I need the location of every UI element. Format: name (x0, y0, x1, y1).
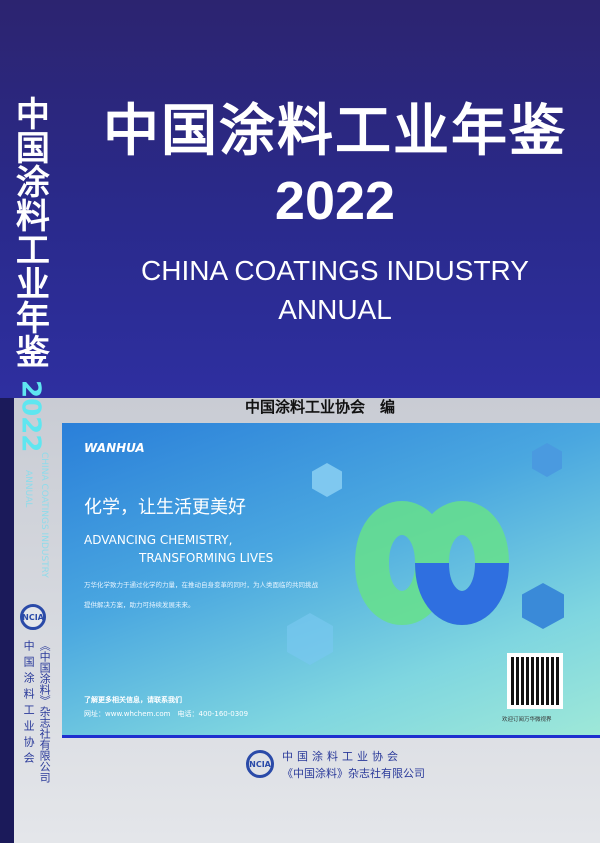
shield-hexagon-icon (522, 583, 564, 629)
cover-title: 中国涂料工业年鉴 (103, 99, 567, 164)
spine-org-1: 中国涂料工业协会 (22, 640, 36, 768)
hexagon-icon (532, 443, 562, 477)
publisher-ncia-logo: NCIA (246, 750, 274, 778)
spine-title: 中国涂料工业年鉴 (9, 96, 50, 368)
spine-org-2: 《中国涂料》杂志社有限公司 (38, 640, 52, 783)
qr-code[interactable] (507, 653, 563, 709)
ad-contact: 了解更多相关信息，请联系我们网址：www.whchem.com 电话：400-1… (84, 693, 248, 721)
cover-title-en-1: CHINA COATINGS INDUSTRY (141, 255, 529, 286)
infinity-graphic (354, 501, 510, 625)
ad-description: 万华化学致力于通过化学的力量，在推动自身变革的同时，为人类面临的共同挑战提供解决… (84, 581, 318, 609)
cover-title-en-2: ANNUAL (278, 294, 392, 325)
cover-editor: 中国涂料工业协会 编 (245, 398, 396, 416)
qr-caption: 欢迎订阅万华微视界 (502, 717, 552, 723)
hexagon-icon (287, 613, 333, 665)
spine-title-en-1: CHINA COATINGS INDUSTRY (38, 452, 49, 578)
spine-title-en-2: ANNUAL (22, 470, 33, 508)
spine-year: 2022 (15, 380, 46, 453)
cover-year: 2022 (274, 171, 396, 231)
wanhua-advertisement: WANHUA 化学，让生活更美好 ADVANCING CHEMISTRY, TRA… (62, 423, 600, 738)
publisher-line-1: 中国涂料工业协会 (282, 750, 402, 763)
cover-top-band (0, 0, 600, 398)
spine-strip (0, 398, 14, 843)
ad-en-line-2: TRANSFORMING LIVES (139, 551, 274, 565)
ad-slogan: 化学，让生活更美好 (84, 497, 246, 518)
ad-en-line-1: ADVANCING CHEMISTRY, (84, 533, 233, 547)
contact-title: 了解更多相关信息，请联系我们 (84, 696, 182, 704)
spine-ncia-logo: NCIA (20, 604, 46, 630)
wanhua-logo: WANHUA (84, 441, 145, 455)
ad-slogan-en: ADVANCING CHEMISTRY, TRANSFORMING LIVES (84, 531, 273, 567)
publisher-line-2: 《中国涂料》杂志社有限公司 (282, 767, 425, 780)
contact-info: 网址：www.whchem.com 电话：400-160-0309 (84, 710, 249, 718)
